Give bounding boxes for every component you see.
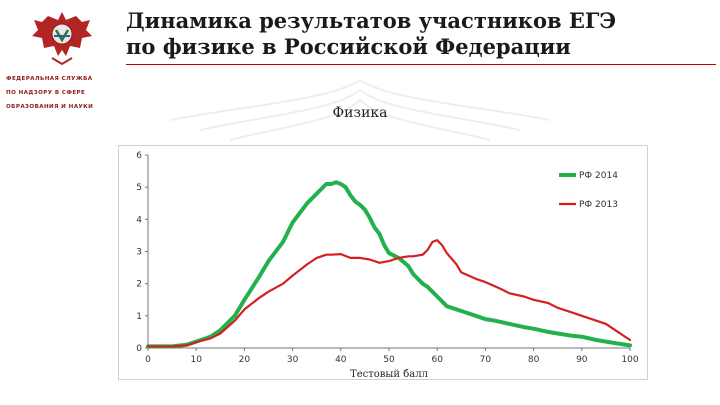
x-tick-label: 60 (431, 355, 443, 365)
watermark-emblem (169, 79, 551, 141)
series-line-1 (146, 180, 632, 349)
page-title-line-2: по физике в Российской Федерации (126, 34, 571, 59)
series-line-2 (146, 239, 632, 348)
y-tick-label: 5 (136, 183, 142, 193)
logo-block: ФЕДЕРАЛЬНАЯ СЛУЖБА ПО НАДЗОРУ В СФЕРЕ ОБ… (0, 0, 125, 120)
org-name-line-2: ПО НАДЗОРУ В СФЕРЕ (6, 90, 86, 96)
legend-label-1: РФ 2014 (579, 171, 618, 181)
x-tick-label: 80 (528, 355, 540, 365)
y-tick-label: 6 (136, 151, 142, 161)
page-title-line-1: Динамика результатов участников ЕГЭ (126, 8, 617, 33)
x-tick-label: 10 (190, 355, 202, 365)
y-tick-label: 2 (136, 280, 142, 290)
x-axis-title: Тестовый балл (350, 369, 428, 380)
org-name-line-3: ОБРАЗОВАНИЯ И НАУКИ (6, 104, 94, 110)
chart-frame: 0 1 2 3 4 5 6 0 10 20 30 40 50 60 70 80 90 100 РФ 2014 РФ … (118, 145, 648, 380)
x-tick-label: 50 (383, 355, 395, 365)
y-tick-label: 3 (136, 248, 142, 258)
page-title: Динамика результатов участников ЕГЭ по ф… (126, 8, 706, 60)
chart-title: Физика (332, 105, 388, 121)
y-tick-label: 4 (136, 215, 142, 225)
legend-label-2: РФ 2013 (579, 200, 618, 210)
y-tick-label: 1 (136, 312, 142, 322)
title-divider (126, 64, 716, 65)
y-tick-label: 0 (136, 344, 142, 354)
org-name-line-1: ФЕДЕРАЛЬНАЯ СЛУЖБА (6, 76, 93, 82)
x-tick-label: 100 (621, 355, 638, 365)
eagle-emblem-icon (32, 12, 92, 66)
chart-series (146, 180, 632, 349)
x-tick-label: 20 (239, 355, 251, 365)
x-tick-label: 30 (287, 355, 299, 365)
x-tick-label: 0 (145, 355, 151, 365)
x-tick-label: 40 (335, 355, 347, 365)
x-tick-label: 90 (576, 355, 588, 365)
chart-legend: РФ 2014 РФ 2013 (559, 171, 618, 210)
x-tick-label: 70 (480, 355, 492, 365)
